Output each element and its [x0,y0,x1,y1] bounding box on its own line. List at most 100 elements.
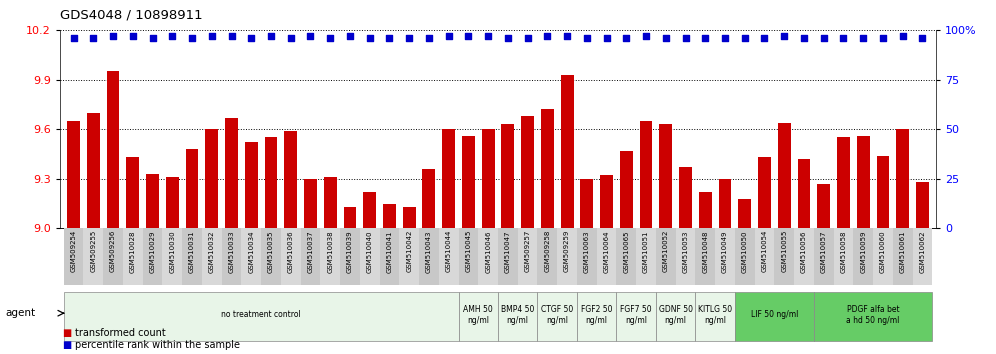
Text: GSM510036: GSM510036 [288,230,294,273]
Bar [916,182,929,228]
Point [106,33,122,39]
Bar [620,151,632,228]
Bar [521,116,534,228]
Bar [557,228,577,285]
Text: GSM510062: GSM510062 [919,230,925,273]
Bar [873,228,892,285]
Bar [758,157,771,228]
Bar [695,292,735,341]
Bar [814,228,834,285]
Bar [656,292,695,341]
Bar [304,179,317,228]
Text: GSM510038: GSM510038 [328,230,334,273]
Text: GSM509258: GSM509258 [545,230,551,273]
Text: GSM510041: GSM510041 [386,230,392,273]
Point [559,33,575,39]
Text: GSM510039: GSM510039 [347,230,353,273]
Text: GSM510047: GSM510047 [505,230,511,273]
Bar [738,199,751,228]
Bar [876,156,889,228]
Bar [794,228,814,285]
Text: GSM510057: GSM510057 [821,230,827,273]
Text: GSM510037: GSM510037 [308,230,314,273]
Bar [182,228,202,285]
Text: GSM510050: GSM510050 [742,230,748,273]
Point [697,35,713,41]
Bar [301,228,321,285]
Text: GSM510044: GSM510044 [445,230,451,273]
Point [223,33,239,39]
Bar [340,228,360,285]
Bar [501,124,514,228]
Bar [892,228,912,285]
Bar [104,228,123,285]
Bar [344,207,357,228]
Bar [656,228,675,285]
Bar [601,176,613,228]
Point [164,33,180,39]
Bar [695,228,715,285]
Point [914,35,930,41]
Text: transformed count: transformed count [75,328,165,338]
Bar [64,292,458,341]
Text: ■: ■ [62,340,71,350]
Bar [87,113,100,228]
Bar [834,228,854,285]
Point [894,33,910,39]
Point [66,35,82,41]
Bar [482,129,495,228]
Text: ■: ■ [62,328,71,338]
Bar [854,228,873,285]
Point [144,35,160,41]
Bar [442,129,455,228]
Bar [636,228,656,285]
Text: agent: agent [5,308,35,318]
Bar [321,228,340,285]
Bar [399,228,419,285]
Text: GSM510033: GSM510033 [228,230,234,273]
Text: GSM510045: GSM510045 [465,230,471,273]
Bar [123,228,142,285]
Text: CTGF 50
ng/ml: CTGF 50 ng/ml [541,305,574,325]
Point [619,35,634,41]
Point [638,33,654,39]
Point [796,35,812,41]
Point [500,35,516,41]
Bar [577,292,617,341]
Bar [718,179,731,228]
Bar [538,228,557,285]
Point [381,35,397,41]
Bar [281,228,301,285]
Text: GSM510032: GSM510032 [209,230,215,273]
Bar [225,118,238,228]
Bar [84,228,104,285]
Bar [146,174,159,228]
Text: GSM510031: GSM510031 [189,230,195,273]
Text: GSM510028: GSM510028 [129,230,135,273]
Text: GSM510064: GSM510064 [604,230,610,273]
Text: BMP4 50
ng/ml: BMP4 50 ng/ml [501,305,535,325]
Text: GSM509257: GSM509257 [525,230,531,273]
Bar [581,179,594,228]
Text: GSM510053: GSM510053 [682,230,688,273]
Point [856,35,872,41]
Bar [577,228,597,285]
Point [520,35,536,41]
Bar [735,292,814,341]
Bar [755,228,774,285]
Text: GSM510049: GSM510049 [722,230,728,273]
Text: GSM510061: GSM510061 [899,230,905,273]
Text: GSM509255: GSM509255 [91,230,97,272]
Text: GSM510035: GSM510035 [268,230,274,273]
Text: GSM510034: GSM510034 [248,230,254,273]
Bar [261,228,281,285]
Bar [265,137,278,228]
Point [362,35,377,41]
Bar [439,228,458,285]
Bar [478,228,498,285]
Bar [185,149,198,228]
Text: GSM510046: GSM510046 [485,230,491,273]
Bar [912,228,932,285]
Bar [458,228,478,285]
Bar [498,228,518,285]
